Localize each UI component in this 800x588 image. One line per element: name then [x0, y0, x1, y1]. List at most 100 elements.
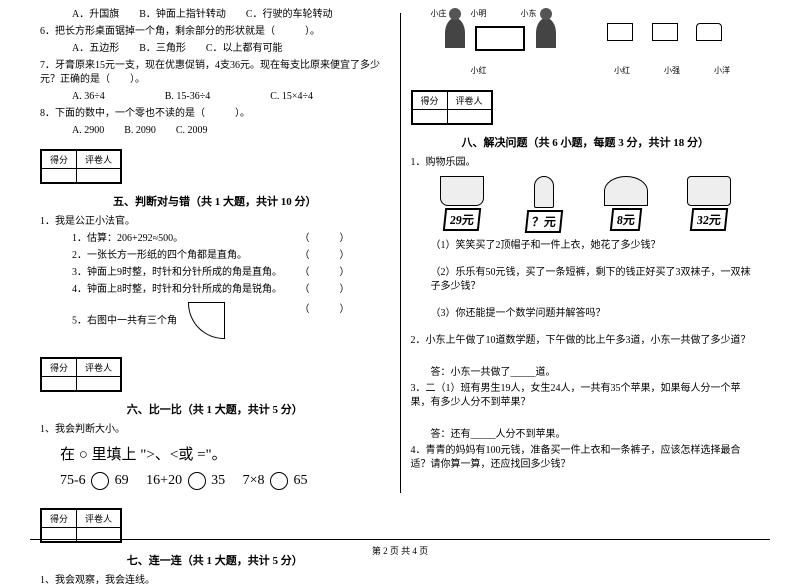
page-container: A．升国旗 B．钟面上指针转动 C．行驶的车轮转动 6．把长方形桌面锯掉一个角，…: [0, 0, 800, 530]
shirt-icon: [687, 176, 731, 206]
sec8-q1: 1．购物乐园。: [411, 156, 761, 170]
sec8-q3-answer[interactable]: 答：还有_____人分不到苹果。: [431, 425, 761, 440]
sec5-item3: 3．钟面上9时整，时针和分针所成的角是直角。 （ ）: [40, 266, 390, 280]
score-cell[interactable]: [42, 377, 77, 391]
right-column: 小明 小东 小庄 小红 小红 小强 小洋 得分评卷人 八、解决问题（共 6 小题…: [401, 8, 771, 530]
price-tag: 8元: [610, 208, 642, 231]
price-tag: 32元: [690, 208, 728, 231]
top-illustration: 小明 小东 小庄 小红 小红 小强 小洋: [411, 8, 761, 76]
score-table-5: 得分评卷人: [40, 149, 122, 184]
sec8-sub3: （3）你还能提一个数学问题并解答吗？: [411, 307, 761, 321]
sec8-q4: 4．青青的妈妈有100元钱，准备买一件上衣和一条裤子，应该怎样选择最合适？请你算…: [411, 444, 761, 472]
sock-icon: [534, 176, 554, 208]
judge-paren[interactable]: （ ）: [300, 266, 350, 280]
q6-options: A．五边形 B．三角形 C．以上都有可能: [40, 42, 390, 56]
section8-header: 得分评卷人 八、解决问题（共 6 小题，每题 3 分，共计 18 分）: [411, 82, 761, 150]
shorts-icon: [440, 176, 484, 206]
compare-circle[interactable]: [270, 472, 288, 490]
compare-b: 69: [115, 473, 129, 488]
q8-stem: 8．下面的数中，一个零也不读的是（ ）。: [40, 107, 390, 121]
sec5-item2-text: 2．一张长方一形纸的四个角都是直角。: [72, 250, 247, 261]
score-table-8: 得分评卷人: [411, 90, 493, 125]
product-sock: ？元: [514, 176, 574, 233]
score-cell[interactable]: [412, 110, 447, 124]
sec8-q2-answer[interactable]: 答：小东一共做了_____道。: [431, 363, 761, 378]
compare-c: 16+20: [146, 473, 182, 488]
sec5-intro: 1．我是公正小法官。: [40, 215, 390, 229]
sec5-item4-text: 4．钟面上8时整，时针和分针所成的角是锐角。: [72, 284, 282, 295]
compare-a: 75-6: [60, 473, 86, 488]
product-shorts: 29元: [432, 176, 492, 233]
section7-header: 得分评卷人 七、连一连（共 1 大题，共计 5 分）: [40, 500, 390, 568]
sec8-q3: 3．二（1）班有男生19人，女生24人，一共有35个苹果，如果每人分一个苹果，有…: [411, 382, 761, 410]
product-row: 29元 ？元 8元 32元: [411, 176, 761, 233]
quarter-circle-figure: [188, 303, 224, 339]
product-hat: 8元: [596, 176, 656, 233]
compare-e: 7×8: [243, 473, 265, 488]
label-b: 小东: [521, 8, 537, 19]
sec5-item1: 1．估算：206+292≈500。 （ ）: [40, 232, 390, 246]
score-label: 得分: [42, 359, 77, 377]
compare-circle[interactable]: [188, 472, 206, 490]
sec8-sub1: （1）笑笑买了2顶帽子和一件上衣，她花了多少钱？: [411, 239, 761, 253]
sec5-item1-text: 1．估算：206+292≈500。: [72, 233, 183, 244]
kid-icon: [536, 18, 556, 48]
compare-f: 65: [293, 473, 307, 488]
sec5-item4: 4．钟面上8时整，时针和分针所成的角是锐角。 （ ）: [40, 283, 390, 297]
page-footer: 第 2 页 共 4 页: [0, 539, 800, 557]
label-e: 小强: [664, 65, 680, 76]
desk-icon: [475, 26, 525, 51]
grader-label: 评卷人: [447, 92, 491, 110]
judge-paren[interactable]: （ ）: [300, 249, 350, 263]
score-label: 得分: [412, 92, 447, 110]
sec5-item2: 2．一张长方一形纸的四个角都是直角。 （ ）: [40, 249, 390, 263]
q5-options: A．升国旗 B．钟面上指针转动 C．行驶的车轮转动: [40, 8, 390, 22]
compare-row: 75-6 69 16+20 35 7×8 65: [40, 472, 390, 490]
judge-paren[interactable]: （ ）: [300, 283, 350, 297]
score-label: 得分: [42, 151, 77, 169]
compare-circle[interactable]: [91, 472, 109, 490]
label-c: 小庄: [431, 8, 447, 19]
label-a: 小明: [471, 8, 487, 19]
section6-title: 六、比一比（共 1 大题，共计 5 分）: [40, 401, 390, 417]
sec7-intro: 1、我会观察，我会连线。: [40, 574, 390, 588]
grader-cell[interactable]: [447, 110, 491, 124]
q6-stem: 6．把长方形桌面锯掉一个角，剩余部分的形状就是（ ）。: [40, 25, 390, 39]
section8-title: 八、解决问题（共 6 小题，每题 3 分，共计 18 分）: [411, 134, 761, 150]
sec8-q2: 2．小东上午做了10道数学题，下午做的比上午多3道，小东一共做了多少道？: [411, 334, 761, 348]
grader-cell[interactable]: [77, 169, 121, 183]
left-column: A．升国旗 B．钟面上指针转动 C．行驶的车轮转动 6．把长方形桌面锯掉一个角，…: [30, 8, 400, 530]
q8-options: A. 2900 B. 2090 C. 2009: [40, 124, 390, 138]
footer-rule: [30, 539, 770, 540]
sec5-item3-text: 3．钟面上9时整，时针和分针所成的角是直角。: [72, 267, 282, 278]
product-shirt: 32元: [679, 176, 739, 233]
section6-header: 得分评卷人 六、比一比（共 1 大题，共计 5 分）: [40, 349, 390, 417]
score-table-6: 得分评卷人: [40, 357, 122, 392]
judge-paren[interactable]: （ ）: [300, 303, 350, 317]
page-number: 第 2 页 共 4 页: [372, 546, 428, 556]
score-cell[interactable]: [42, 169, 77, 183]
object-icon: [652, 23, 678, 41]
label-d: 小红: [471, 65, 487, 76]
label-f: 小洋: [714, 65, 730, 76]
object-icon: [607, 23, 633, 41]
score-table-7: 得分评卷人: [40, 508, 122, 543]
grader-label: 评卷人: [77, 510, 121, 528]
price-tag: 29元: [442, 208, 480, 231]
label-d2: 小红: [614, 65, 630, 76]
q7-stem: 7．牙膏原来15元一支，现在优惠促销，4支36元。现在每支比原来便宜了多少元？正…: [40, 59, 390, 87]
section5-header: 得分评卷人 五、判断对与错（共 1 大题，共计 10 分）: [40, 141, 390, 209]
bag-icon: [696, 23, 722, 41]
sec6-prompt: 在 ○ 里填上 ">、<或 ="。: [40, 443, 390, 464]
kid-icon: [445, 18, 465, 48]
judge-paren[interactable]: （ ）: [300, 232, 350, 246]
section5-title: 五、判断对与错（共 1 大题，共计 10 分）: [40, 193, 390, 209]
score-label: 得分: [42, 510, 77, 528]
price-tag: ？元: [525, 210, 563, 233]
compare-d: 35: [211, 473, 225, 488]
grader-label: 评卷人: [77, 359, 121, 377]
grader-cell[interactable]: [77, 377, 121, 391]
q7-options: A. 36÷4 B. 15-36÷4 C. 15×4÷4: [40, 90, 390, 104]
sec5-item5-text: 5．右图中一共有三个角: [72, 315, 177, 326]
sec8-sub2: （2）乐乐有50元钱，买了一条短裤，剩下的钱正好买了3双袜子，一双袜子多少钱？: [411, 266, 761, 294]
